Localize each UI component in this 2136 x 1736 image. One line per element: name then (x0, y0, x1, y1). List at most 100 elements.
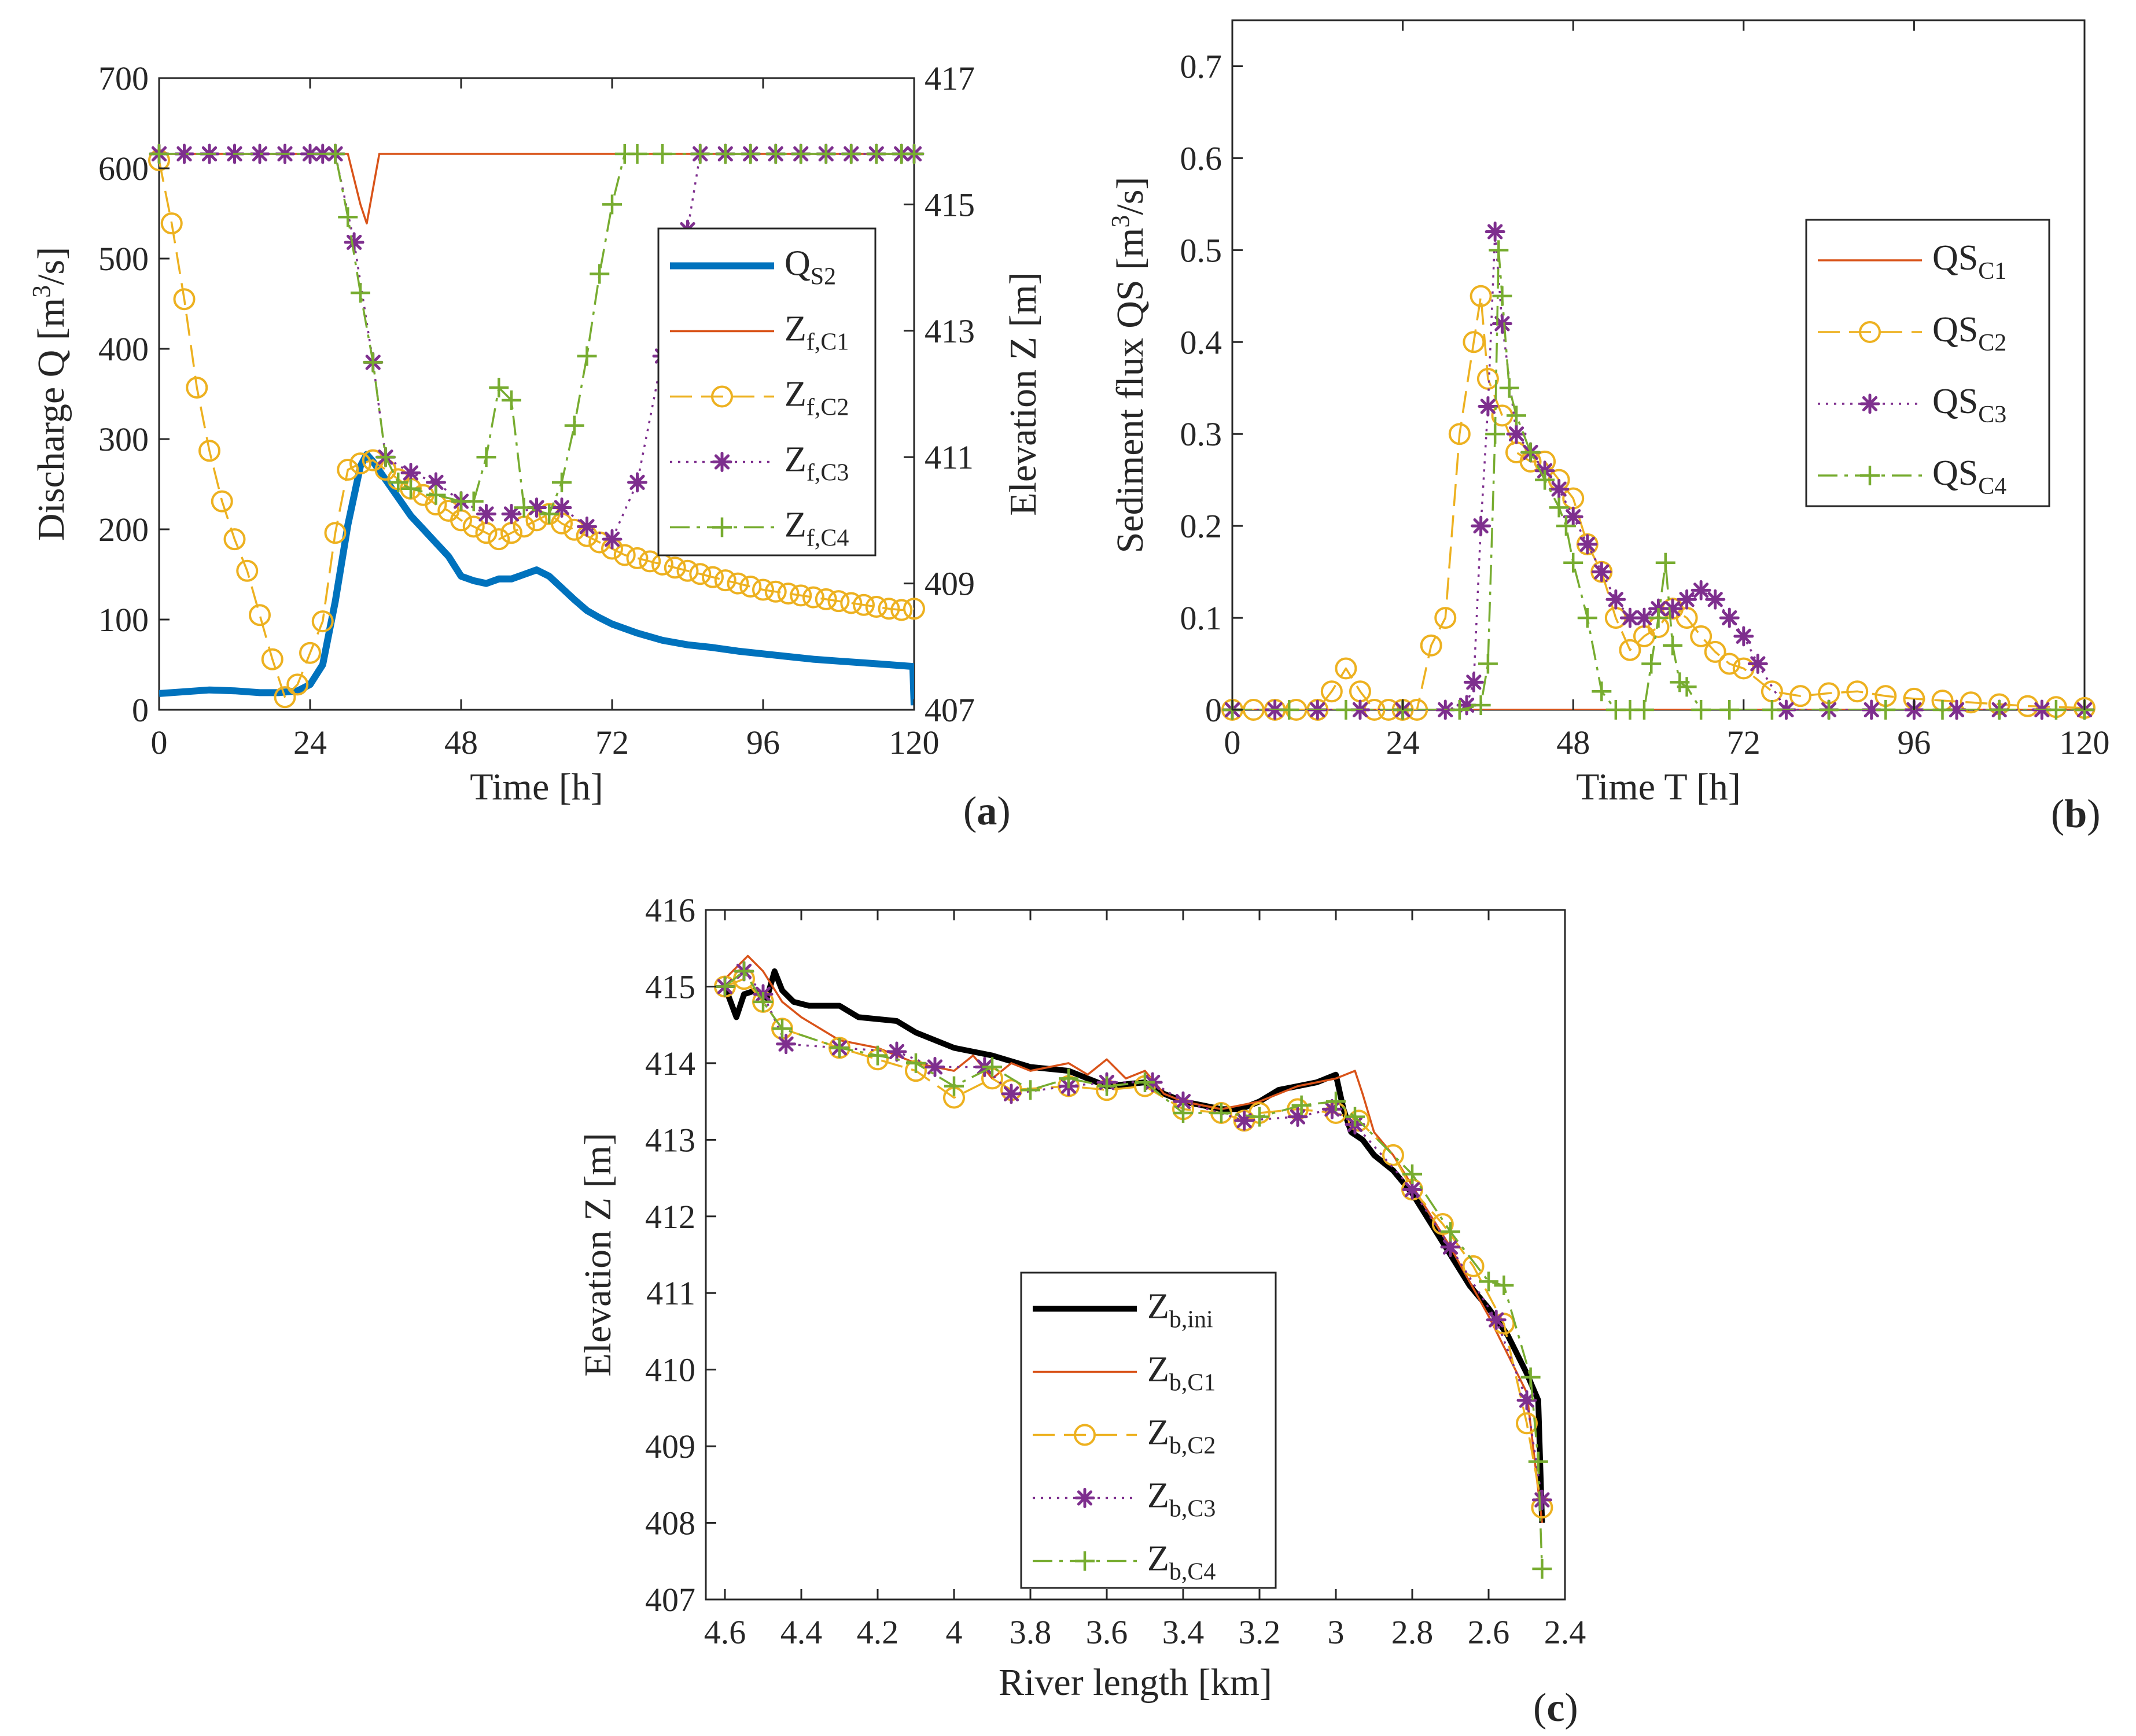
chart-a-point-c4 (816, 144, 836, 164)
chart-b-point-c3 (1691, 580, 1711, 600)
chart-a-line-c2 (159, 160, 914, 698)
chart-a-point-c3-stroke (629, 474, 645, 490)
chart-c-point-c4 (1345, 1107, 1365, 1127)
chart-a-point-c2 (299, 642, 321, 664)
chart-a-point-c2 (903, 598, 925, 620)
chart-c-line-c3 (724, 970, 1544, 1501)
chart-a-point-c2 (160, 212, 183, 235)
chart-a-legend-label-sub: f,C4 (806, 525, 849, 552)
chart-b-xlabel: Time T [h] (1576, 766, 1741, 808)
chart-b-point-c3-stroke (1622, 610, 1638, 626)
chart-b-ytick-label: 0.5 (1180, 231, 1222, 269)
chart-b-point-c3-stroke (1707, 592, 1723, 607)
chart-b-point-c4 (2046, 700, 2066, 720)
chart-a-point-c2 (777, 583, 800, 605)
chart-a-legend-label-sub: f,C3 (806, 460, 849, 486)
chart-b-point-c4 (1932, 700, 1953, 720)
chart-b-point-c3 (1563, 506, 1583, 527)
chart-b-legend-label-main: QS (1932, 382, 1978, 421)
chart-c-xlabel: River length [km] (999, 1661, 1272, 1704)
chart-a-point-c3-stroke (403, 465, 419, 481)
chart-b-point-c3-stroke (1487, 224, 1503, 239)
chart-c-legend-label-ini: Zb,ini (1147, 1287, 1213, 1333)
chart-b-point-c4 (1485, 424, 1505, 444)
chart-c-point-c3 (925, 1057, 945, 1078)
chart-c-point-c4 (772, 1019, 792, 1039)
chart-a-point-c4 (741, 144, 761, 164)
chart-b-point-c3-stroke (1949, 702, 1965, 718)
chart-a-point-c2 (790, 584, 812, 607)
chart-b-point-c2 (1619, 639, 1641, 661)
chart-a-line-c4 (159, 153, 914, 515)
chart-a-point-c2 (488, 528, 510, 551)
chart-b-legend-box (1805, 219, 2050, 507)
chart-b-legend-label-main: QS (1932, 310, 1978, 349)
chart-a-panel-label: (a) (963, 789, 1011, 834)
chart-c-panel-paren: ) (1564, 1686, 1578, 1730)
chart-b-legend-label-sub: C2 (1978, 330, 2006, 356)
chart-c-legend-label-main: Z (1147, 1413, 1169, 1453)
chart-b-point-c3-stroke (1693, 583, 1709, 598)
chart-a-ytick-right-label: 407 (925, 691, 975, 729)
chart-c-point-c4 (944, 1076, 964, 1096)
chart-c-xtick-label: 4.6 (704, 1613, 746, 1651)
chart-a-point-c2 (613, 544, 636, 566)
chart-b-point-c3-stroke (1508, 426, 1524, 442)
chart-a-ylabel-main: Discharge Q [m (30, 298, 72, 541)
chart-b-point-c3 (1485, 222, 1505, 242)
chart-a-point-c2 (211, 490, 233, 513)
chart-a-point-c2 (286, 673, 309, 696)
chart-b-point-c4 (1577, 608, 1597, 628)
chart-c-point-c3-stroke (1442, 1239, 1459, 1255)
chart-a-plot-frame (158, 77, 915, 711)
chart-c-point-c3-stroke (1404, 1182, 1420, 1197)
chart-b-point-c3-stroke (1494, 316, 1510, 331)
chart-b-legend-label-c4: QSC4 (1932, 454, 2006, 500)
chart-b-point-c3-stroke (1664, 601, 1681, 617)
chart-c-ytick-label: 413 (645, 1121, 695, 1159)
chart-c-ytick-label: 410 (645, 1351, 695, 1389)
chart-a-point-c4 (338, 207, 358, 227)
chart-c-point-c4 (1402, 1164, 1422, 1184)
chart-b-point-c2 (1470, 285, 1492, 307)
chart-a-point-c3 (400, 463, 421, 483)
chart-b-point-c3-stroke (1480, 399, 1496, 414)
chart-c-point-c4 (734, 961, 754, 981)
chart-b-point-c3 (1719, 607, 1740, 628)
chart-a-point-c2 (853, 594, 875, 616)
chart-c-point-c4 (1532, 1559, 1552, 1579)
chart-b-point-c4 (1634, 700, 1654, 720)
chart-a-point-c4 (564, 415, 584, 436)
chart-c-ytick-label: 416 (645, 891, 695, 929)
chart-b-point-c3-stroke (1551, 481, 1567, 497)
chart-c-point-c4 (753, 992, 773, 1012)
chart-b-ytick-label: 0.3 (1180, 415, 1222, 453)
chart-b-ytick-label: 0.6 (1180, 139, 1222, 177)
chart-c-ytick-label: 408 (645, 1505, 695, 1542)
chart-c-legend-label-c2: Zb,C2 (1147, 1413, 1216, 1459)
chart-c-point-c2 (1382, 1144, 1404, 1166)
chart-b-point-c4 (1492, 286, 1512, 306)
chart-a-point-c4 (476, 447, 496, 467)
chart-a-point-c3 (344, 232, 364, 253)
chart-a-point-c3-stroke (529, 500, 544, 515)
chart-b-point-c3 (1463, 672, 1484, 692)
chart-b-point-c2 (1420, 634, 1442, 657)
chart-c-point-c4 (1097, 1076, 1117, 1096)
chart-c-point-c3 (886, 1041, 907, 1062)
chart-a-point-c4 (325, 144, 345, 164)
chart-b-legend-label-main: QS (1932, 454, 1978, 493)
chart-a-ytick-right-label: 413 (925, 312, 975, 350)
chart-c-plot-frame (705, 909, 1566, 1601)
chart-c-ytick-label: 409 (645, 1428, 695, 1465)
chart-a-point-c2 (337, 459, 359, 481)
chart-b-point-c3 (1705, 589, 1726, 610)
chart-a-point-c4 (602, 194, 622, 215)
chart-b-point-c4 (1507, 406, 1526, 426)
chart-a-ytick-right-label: 417 (925, 60, 975, 97)
chart-b-point-c4 (1641, 654, 1662, 674)
chart-a-point-c2 (274, 686, 296, 709)
chart-c-ytick-label: 407 (645, 1581, 695, 1619)
chart-b-point-c4 (1719, 700, 1740, 720)
chart-a-ytick-label: 600 (98, 150, 149, 187)
